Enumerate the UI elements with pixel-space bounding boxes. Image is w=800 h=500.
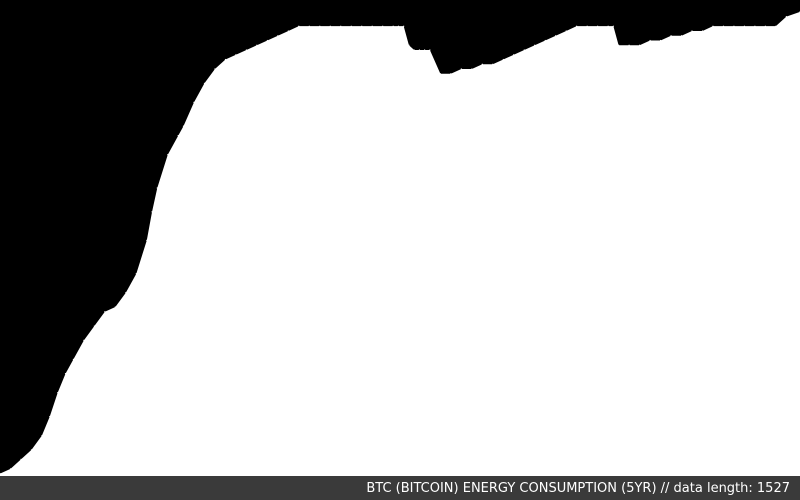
data-point [618,44,620,46]
data-point [775,25,777,27]
data-point [392,25,394,27]
data-point [135,273,137,275]
data-point [413,49,415,51]
data-point [513,54,515,56]
data-point [308,25,310,27]
data-point [277,35,279,37]
data-point [203,82,206,84]
data-point [151,211,153,213]
data-point [418,49,420,51]
data-point [49,415,51,418]
data-point [235,54,237,56]
data-point [114,306,116,308]
energy-area-chart [0,11,800,476]
data-point [167,154,169,156]
data-point [638,44,641,46]
data-point [586,25,588,27]
data-point [193,101,195,103]
data-point [125,292,127,294]
data-point [93,325,95,327]
data-point [329,25,331,27]
data-point [30,449,33,451]
data-point [471,68,473,70]
data-point [691,30,693,32]
data-point [408,44,410,46]
data-point [0,473,1,475]
data-point [659,39,662,42]
data-point [245,49,247,51]
data-point [319,25,321,27]
data-point [41,434,43,437]
data-point [72,358,74,360]
data-point [439,73,441,75]
caption-bar: BTC (BITCOIN) ENERGY CONSUMPTION (5YR) /… [0,476,800,500]
data-point [224,58,227,61]
data-point [361,25,363,27]
data-point [177,135,179,137]
data-point [722,25,725,27]
data-point [481,63,483,65]
data-point [9,468,12,470]
data-point [429,49,431,51]
data-point [701,30,704,32]
data-point [350,25,352,27]
data-point [733,25,735,27]
data-point [612,25,614,27]
data-point [340,25,342,27]
data-point [649,39,651,42]
data-point [287,30,289,32]
data-point [502,58,504,61]
data-point [214,68,216,70]
data-point [397,25,400,27]
data-point [64,373,67,375]
data-point [266,39,268,42]
data-point [450,73,452,75]
data-point [555,35,557,37]
area-series [0,11,800,476]
data-point [57,392,59,394]
data-point [492,63,494,65]
data-point [785,16,787,18]
data-point [576,25,578,27]
chart-canvas [0,11,800,476]
data-point [670,35,672,37]
data-point [83,339,85,341]
data-point [680,35,683,37]
data-point [298,25,300,27]
data-point [256,44,258,46]
data-point [156,187,158,189]
data-point [424,49,426,51]
data-point [371,25,373,27]
data-point [565,30,567,32]
data-point [146,239,148,241]
data-point [754,25,756,27]
data-point [523,49,525,51]
data-point [20,458,22,460]
data-point [607,25,609,27]
data-point [460,68,462,70]
chart-caption: BTC (BITCOIN) ENERGY CONSUMPTION (5YR) /… [366,480,790,496]
area-fill [0,11,800,476]
data-point [743,25,746,27]
data-point [104,311,106,313]
data-point [712,25,714,27]
data-point [544,39,546,42]
data-point [628,44,630,46]
data-point [534,44,536,46]
data-point [382,25,384,27]
data-point [597,25,599,27]
data-point [182,125,185,127]
data-point [764,25,767,27]
data-point [403,25,405,27]
